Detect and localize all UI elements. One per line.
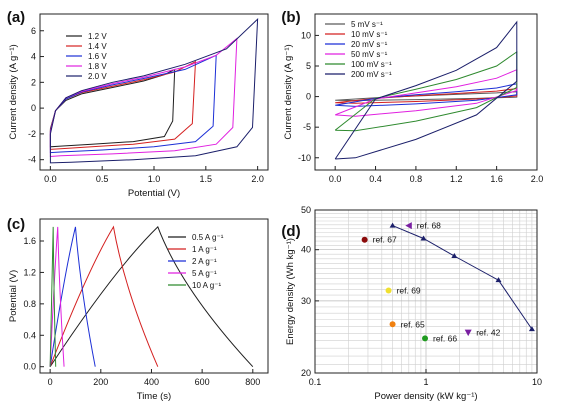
reference-marker — [422, 335, 429, 342]
x-tick-label: 1.2 — [450, 174, 463, 184]
x-axis-label: Potential (V) — [128, 188, 180, 199]
cv-curve — [49, 17, 259, 164]
x-tick-label: 0 — [48, 377, 53, 387]
x-tick-label: 0.4 — [369, 174, 382, 184]
legend-entry: 1.4 V — [88, 42, 107, 51]
cv-curve — [49, 54, 217, 154]
y-tick-label: -2 — [28, 129, 36, 139]
legend-entry: 5 A g⁻¹ — [192, 269, 217, 278]
reference-label: ref. 65 — [401, 319, 425, 329]
panel-label: (c) — [7, 216, 25, 233]
y-tick-label: 5 — [306, 61, 311, 71]
y-tick-label: 1.2 — [23, 267, 36, 277]
reference-marker — [361, 236, 368, 243]
y-axis-label: Current density (A g⁻¹) — [8, 44, 19, 139]
legend-entry: 100 mV s⁻¹ — [351, 60, 392, 69]
legend-entry: 50 mV s⁻¹ — [351, 50, 388, 59]
y-tick-label: 20 — [301, 368, 311, 378]
legend-entry: 0.5 A g⁻¹ — [192, 233, 224, 242]
y-tick-label: 50 — [301, 205, 311, 215]
x-tick-label: 400 — [144, 377, 159, 387]
y-tick-label: 0 — [306, 92, 311, 102]
legend-entry: 1 A g⁻¹ — [192, 245, 217, 254]
legend-entry: 5 mV s⁻¹ — [351, 20, 383, 29]
gcd-curve — [49, 225, 254, 368]
x-tick-label: 1.6 — [490, 174, 503, 184]
legend-entry: 2.0 V — [88, 72, 107, 81]
x-tick-label: 0.0 — [44, 174, 57, 184]
gcd-curve — [49, 225, 159, 367]
x-tick-label: 200 — [93, 377, 108, 387]
x-tick-label: 0.5 — [96, 174, 109, 184]
plot-frame — [314, 13, 538, 171]
reference-marker — [385, 287, 392, 294]
panel-label: (b) — [281, 9, 300, 26]
panel-b-cv-scan-rates: (b) 0.0 0.4 0.8 1.2 1.6 2.0 -10 -5 0 5 10 Current de… — [281, 9, 543, 184]
reference-label: ref. 66 — [433, 333, 457, 343]
y-tick-label: -5 — [303, 122, 311, 132]
x-tick-label: 10 — [532, 377, 542, 387]
legend-entry: 20 mV s⁻¹ — [351, 40, 388, 49]
plot-frame — [39, 218, 269, 374]
cv-curve — [49, 68, 176, 148]
legend-entry: 10 A g⁻¹ — [192, 281, 221, 290]
legend-entry: 200 mV s⁻¹ — [351, 70, 392, 79]
y-tick-label: -4 — [28, 155, 36, 165]
x-axis-label: Power density (kW kg⁻¹) — [374, 391, 477, 402]
x-tick-label: 0.8 — [410, 174, 423, 184]
panel-d-ragone: (d) 0.1 1 10 20 30 40 50 Power density (kW kg⁻¹)… — [281, 205, 542, 402]
x-tick-label: 0.1 — [309, 377, 322, 387]
x-tick-label: 2.0 — [531, 174, 544, 184]
y-tick-label: 6 — [31, 26, 36, 36]
legend-entry: 2 A g⁻¹ — [192, 257, 217, 266]
y-tick-label: 1.6 — [23, 236, 36, 246]
gcd-curve — [49, 226, 96, 367]
ragone-point — [451, 253, 458, 259]
reference-marker — [405, 222, 412, 230]
legend-entry: 10 mV s⁻¹ — [351, 30, 388, 39]
panel-label: (a) — [7, 9, 25, 26]
gcd-curve — [49, 226, 57, 367]
y-axis-label: Energy density (Wh kg⁻¹) — [285, 238, 296, 345]
y-tick-label: 4 — [31, 52, 36, 62]
y-tick-label: 0.8 — [23, 299, 36, 309]
reference-label: ref. 69 — [397, 286, 421, 296]
legend-entry: 1.2 V — [88, 32, 107, 41]
x-tick-label: 1.0 — [148, 174, 161, 184]
y-tick-label: 0.0 — [23, 362, 36, 372]
y-tick-label: 0 — [31, 103, 36, 113]
x-tick-label: 2.0 — [251, 174, 264, 184]
x-tick-label: 1 — [423, 377, 428, 387]
panel-a-cv-voltage-windows: (a) 0.0 0.5 1.0 1.5 2.0 -4 -2 0 2 4 6 Potential (V) C… — [7, 9, 269, 199]
reference-marker — [464, 329, 472, 337]
cv-curve — [334, 20, 518, 160]
reference-marker — [389, 321, 396, 328]
reference-label: ref. 68 — [417, 221, 441, 231]
reference-label: ref. 42 — [476, 328, 500, 338]
gcd-curve — [49, 226, 65, 367]
legend-entry: 1.8 V — [88, 62, 107, 71]
legend-entry: 1.6 V — [88, 52, 107, 61]
panel-c-gcd: (c) 0 200 400 600 800 0.0 0.4 0.8 1.2 1.6 Time (s) P… — [7, 216, 269, 402]
x-tick-label: 800 — [245, 377, 260, 387]
x-axis-label: Time (s) — [137, 391, 171, 402]
y-tick-label: 2 — [31, 77, 36, 87]
y-tick-label: 0.4 — [23, 330, 36, 340]
y-tick-label: 10 — [301, 30, 311, 40]
ragone-point — [528, 326, 535, 332]
y-tick-label: 40 — [301, 245, 311, 255]
y-axis-label: Current density (A g⁻¹) — [283, 44, 294, 139]
y-tick-label: 30 — [301, 296, 311, 306]
ragone-point — [389, 222, 396, 228]
x-tick-label: 1.5 — [200, 174, 213, 184]
x-tick-label: 0.0 — [329, 174, 342, 184]
y-tick-label: -10 — [298, 153, 311, 163]
reference-label: ref. 67 — [373, 235, 397, 245]
x-tick-label: 600 — [195, 377, 210, 387]
ragone-point — [495, 277, 502, 283]
ragone-point — [420, 235, 427, 241]
panel-label: (d) — [281, 223, 300, 240]
y-axis-label: Potential (V) — [8, 270, 19, 322]
